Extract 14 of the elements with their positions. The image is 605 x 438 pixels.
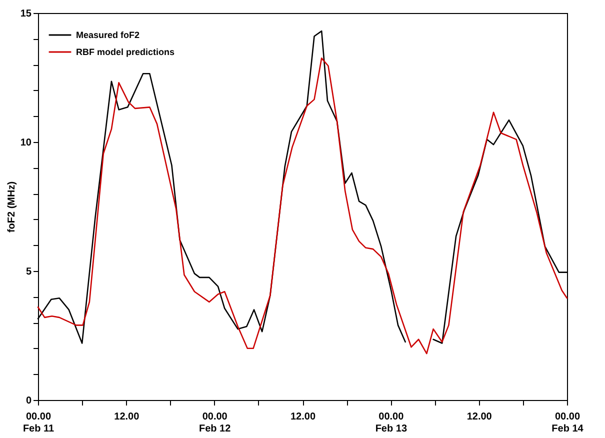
x-tick-label: 00.00 Feb 13 xyxy=(375,412,408,434)
y-tick-label: 5 xyxy=(26,266,32,278)
y-tick-label: 10 xyxy=(20,138,32,148)
y-axis-title: foF2 (MHz) xyxy=(6,181,18,233)
x-tick-label: 00.00 Feb 12 xyxy=(198,412,232,434)
y-tick-label: 15 xyxy=(20,8,32,20)
x-tick-label: 00.00 Feb 14 xyxy=(552,412,584,434)
legend-label: Measured foF2 xyxy=(76,30,140,40)
x-tick-label: 12.00 xyxy=(290,412,316,422)
y-tick-label: 0 xyxy=(26,396,32,406)
x-tick-label: 12.00 xyxy=(114,412,140,422)
legend-label: RBF model predictions xyxy=(76,47,175,57)
x-tick-label: 12.00 xyxy=(466,412,492,422)
x-tick-label: 00.00 Feb 11 xyxy=(22,412,54,434)
